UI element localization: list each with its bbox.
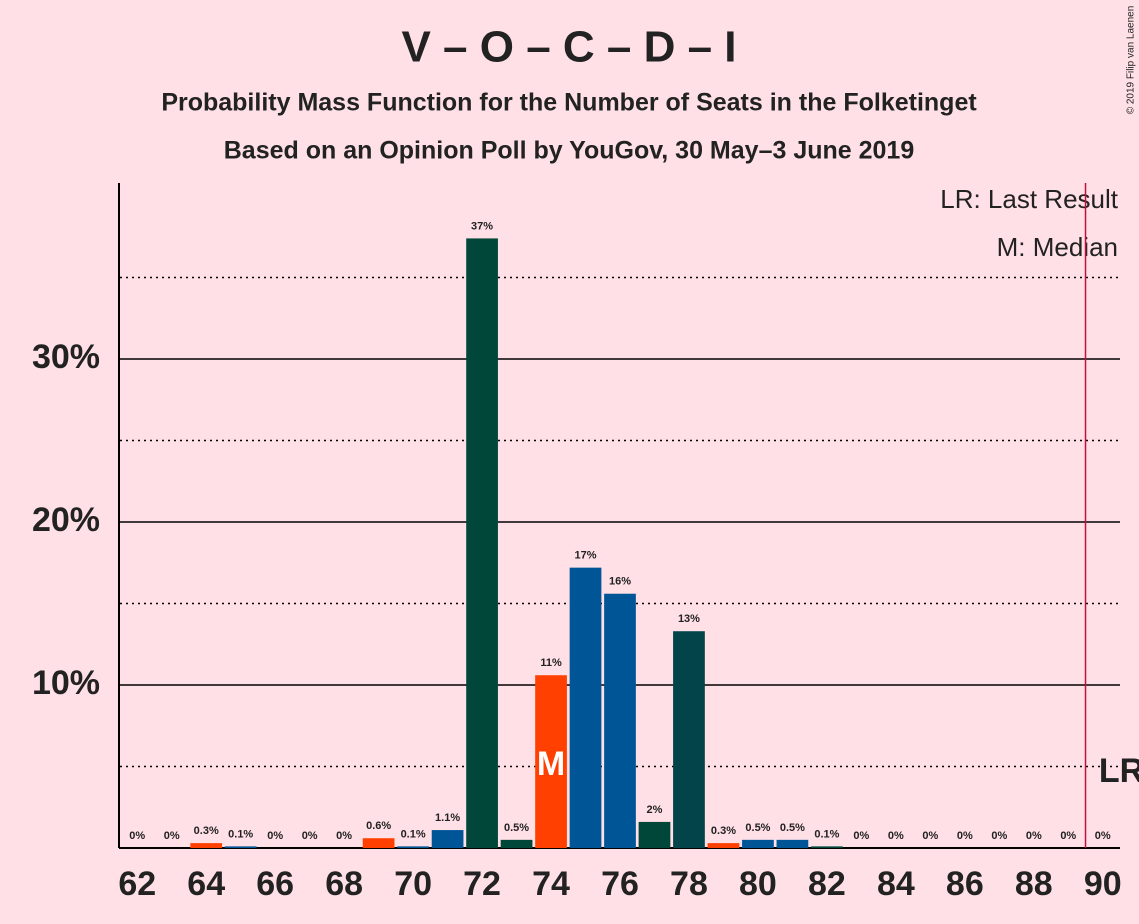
y-tick-label: 10% bbox=[32, 664, 100, 702]
data-label: 0% bbox=[991, 830, 1007, 842]
x-tick-label: 90 bbox=[1084, 865, 1122, 903]
data-label: 0.5% bbox=[504, 822, 529, 834]
data-label: 0.5% bbox=[780, 822, 805, 834]
x-tick-label: 66 bbox=[256, 865, 294, 903]
bar bbox=[535, 675, 567, 848]
data-label: 0% bbox=[957, 830, 973, 842]
bar bbox=[776, 839, 809, 848]
data-label: 11% bbox=[540, 657, 562, 669]
data-label: 0% bbox=[1095, 830, 1111, 842]
data-label: 13% bbox=[678, 613, 700, 625]
data-label: 0.6% bbox=[366, 820, 391, 832]
legend-entry: LR: Last Result bbox=[940, 184, 1119, 214]
x-tick-label: 80 bbox=[739, 865, 777, 903]
bar bbox=[362, 838, 395, 848]
x-tick-label: 64 bbox=[187, 865, 225, 903]
data-label: 0% bbox=[888, 830, 904, 842]
bar bbox=[466, 238, 498, 848]
bar bbox=[707, 843, 740, 848]
x-tick-label: 88 bbox=[1015, 865, 1053, 903]
data-label: 16% bbox=[609, 576, 631, 588]
data-label: 0% bbox=[853, 830, 869, 842]
bar bbox=[673, 631, 705, 848]
x-tick-label: 86 bbox=[946, 865, 984, 903]
bar bbox=[811, 846, 843, 848]
data-label: 0% bbox=[1026, 830, 1042, 842]
data-label: 0.1% bbox=[401, 828, 426, 840]
bar bbox=[742, 839, 774, 848]
data-label: 0.3% bbox=[194, 825, 219, 837]
data-label: 0.1% bbox=[814, 828, 839, 840]
last-result-marker: LR bbox=[1099, 752, 1139, 790]
y-tick-label: 30% bbox=[32, 338, 100, 376]
data-label: 17% bbox=[575, 550, 597, 562]
chart-subtitle: Based on an Opinion Poll by YouGov, 30 M… bbox=[224, 137, 914, 165]
x-tick-label: 72 bbox=[463, 865, 501, 903]
median-marker: M bbox=[537, 745, 565, 783]
x-tick-label: 76 bbox=[601, 865, 639, 903]
data-label: 0% bbox=[129, 830, 145, 842]
data-label: 0% bbox=[302, 830, 318, 842]
bar bbox=[604, 593, 636, 848]
bar bbox=[397, 846, 429, 848]
data-label: 0.3% bbox=[711, 825, 736, 837]
x-tick-label: 62 bbox=[118, 865, 156, 903]
data-label: 2% bbox=[647, 804, 663, 816]
bar bbox=[431, 830, 464, 848]
data-label: 37% bbox=[471, 220, 493, 232]
y-tick-label: 20% bbox=[32, 501, 100, 539]
data-label: 0% bbox=[267, 830, 283, 842]
data-label: 1.1% bbox=[435, 812, 460, 824]
x-tick-label: 74 bbox=[532, 865, 570, 903]
data-label: 0% bbox=[922, 830, 938, 842]
data-label: 0.5% bbox=[745, 822, 770, 834]
bar bbox=[638, 821, 671, 848]
x-tick-label: 84 bbox=[877, 865, 915, 903]
bar bbox=[569, 567, 602, 848]
data-label: 0% bbox=[336, 830, 352, 842]
data-label: 0% bbox=[1060, 830, 1076, 842]
x-tick-label: 70 bbox=[394, 865, 432, 903]
chart-subtitle: Probability Mass Function for the Number… bbox=[161, 89, 977, 117]
x-tick-label: 68 bbox=[325, 865, 363, 903]
x-tick-label: 78 bbox=[670, 865, 708, 903]
data-label: 0% bbox=[164, 830, 180, 842]
bar bbox=[500, 839, 533, 848]
copyright: © 2019 Filip van Laenen bbox=[1126, 6, 1137, 115]
chart-title: V – O – C – D – I bbox=[401, 23, 736, 72]
data-label: 0.1% bbox=[228, 828, 253, 840]
x-tick-label: 82 bbox=[808, 865, 846, 903]
bar bbox=[224, 846, 257, 848]
legend-entry: M: Median bbox=[997, 232, 1118, 262]
bar bbox=[190, 843, 223, 848]
